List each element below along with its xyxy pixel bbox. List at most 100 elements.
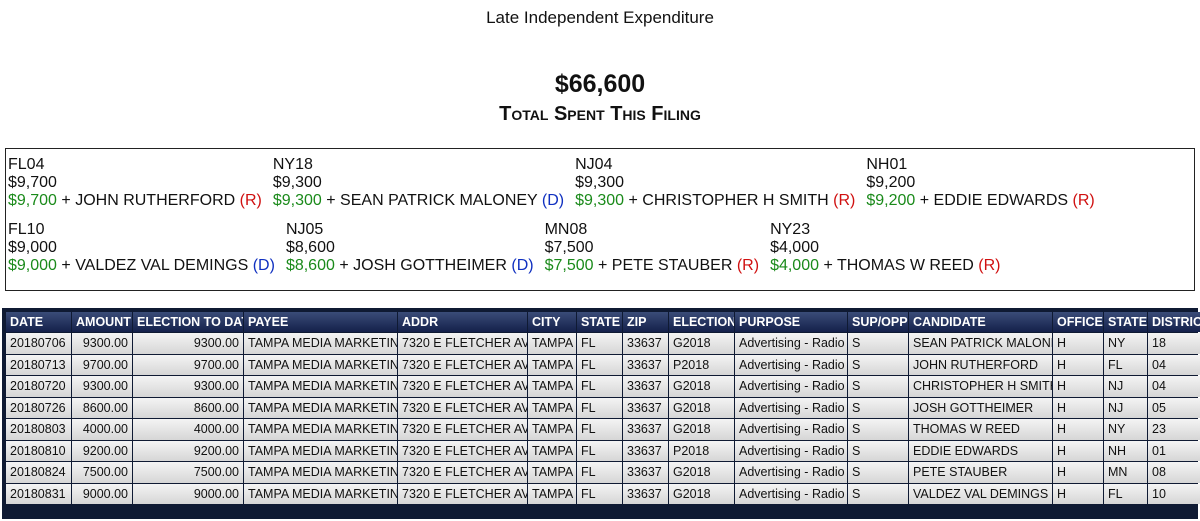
cell: TAMPA MEDIA MARKETING [244, 397, 397, 418]
cell: MN [1104, 462, 1147, 483]
cell: S [848, 483, 908, 504]
district: NJ05 [285, 221, 324, 238]
cell: 33637 [623, 440, 668, 461]
cell: S [848, 397, 908, 418]
cell: G2018 [669, 483, 734, 504]
plus: + [919, 192, 930, 209]
cell: H [1053, 354, 1103, 375]
cell: 20180810 [6, 440, 71, 461]
district-amount: $9,300 [575, 174, 625, 191]
district: NY18 [272, 156, 313, 173]
cell: TAMPA MEDIA MARKETING [244, 376, 397, 397]
column-header: STATE [1104, 312, 1147, 332]
line-amount: $4,000 [770, 257, 819, 274]
candidate-line: $8,600 + JOSH GOTTHEIMER (D) [286, 257, 534, 275]
district-card: NJ05 $8,600 $8,600 + JOSH GOTTHEIMER (D) [286, 220, 534, 275]
cell: NJ [1104, 397, 1147, 418]
cell: 9300.00 [133, 376, 243, 397]
candidate-line: $4,000 + THOMAS W REED (R) [770, 257, 1000, 275]
cell: TAMPA [528, 333, 576, 354]
line-amount: $9,300 [272, 192, 322, 209]
cell: G2018 [669, 376, 734, 397]
plus: + [628, 192, 638, 209]
district: MN08 [544, 221, 588, 238]
cell: S [848, 440, 908, 461]
plus: + [61, 257, 71, 274]
cell: NY [1104, 333, 1147, 354]
cell: H [1053, 483, 1103, 504]
cell: 7320 E FLETCHER AVE [398, 397, 527, 418]
district: NH01 [866, 156, 908, 173]
candidate-line: $9,000 + VALDEZ VAL DEMINGS (D) [8, 257, 275, 275]
district-card: FL10 $9,000 $9,000 + VALDEZ VAL DEMINGS (D… [8, 220, 275, 275]
cell: Advertising - Radio [735, 440, 847, 461]
plus: + [61, 192, 71, 209]
column-header: ELECTION TO DATE [133, 312, 243, 332]
line-amount: $7,500 [544, 257, 594, 274]
district-amount: $9,700 [8, 174, 57, 191]
cell: FL [577, 440, 622, 461]
cell: G2018 [669, 419, 734, 440]
total: $66,600 [554, 70, 646, 98]
cell: 33637 [623, 419, 668, 440]
table-row: 20180706 9300.00 9300.00 TAMPA MEDIA MARKET… [6, 333, 1200, 354]
candidate: CHRISTOPHER H SMITH [642, 192, 829, 209]
cards-panel: FL04 $9,700 $9,700 + JOHN RUTHERFORD (R) NY… [5, 148, 1195, 291]
cell: TAMPA MEDIA MARKETING [244, 333, 397, 354]
cell: Advertising - Radio [735, 376, 847, 397]
line-amount: $9,700 [8, 192, 57, 209]
party: (R) [978, 257, 1001, 274]
cell: H [1053, 419, 1103, 440]
column-header: OFFICE [1053, 312, 1103, 332]
cell: 33637 [623, 483, 668, 504]
cell: S [848, 419, 908, 440]
candidate-line: $9,200 + EDDIE EDWARDS (R) [866, 192, 1094, 210]
cell: 04 [1148, 354, 1200, 375]
cell: TAMPA [528, 440, 576, 461]
cell: 7320 E FLETCHER AVE [398, 333, 527, 354]
cell: 9700.00 [133, 354, 243, 375]
cell: 33637 [623, 354, 668, 375]
column-header: STATE [577, 312, 622, 332]
cell: TAMPA MEDIA MARKETING [244, 354, 397, 375]
cell: NY [1104, 419, 1147, 440]
plus: + [597, 257, 608, 274]
cell: G2018 [669, 397, 734, 418]
cell: 33637 [623, 333, 668, 354]
district: FL04 [8, 156, 45, 173]
party: (R) [833, 192, 856, 209]
column-header: PURPOSE [735, 312, 847, 332]
cell: 08 [1148, 462, 1200, 483]
line-amount: $9,000 [8, 257, 57, 274]
column-header: CITY [528, 312, 576, 332]
cell: 8600.00 [133, 397, 243, 418]
cell: TAMPA [528, 462, 576, 483]
table-row: 20180831 9000.00 9000.00 TAMPA MEDIA MARKET… [6, 483, 1200, 504]
cell: NH [1104, 440, 1147, 461]
cell: 9200.00 [72, 440, 132, 461]
table-row: 20180803 4000.00 4000.00 TAMPA MEDIA MARKET… [6, 419, 1200, 440]
candidate-line: $9,300 + CHRISTOPHER H SMITH (R) [575, 192, 855, 210]
cell: H [1053, 333, 1103, 354]
cell: PETE STAUBER [909, 462, 1052, 483]
table-row: 20180726 8600.00 8600.00 TAMPA MEDIA MARKET… [6, 397, 1200, 418]
cell: 9300.00 [72, 333, 132, 354]
plus: + [823, 257, 833, 274]
cell: S [848, 376, 908, 397]
cell: TAMPA MEDIA MARKETING [244, 419, 397, 440]
party: (R) [239, 192, 262, 209]
cell: 23 [1148, 419, 1200, 440]
table-row: 20180713 9700.00 9700.00 TAMPA MEDIA MARKET… [6, 354, 1200, 375]
cell: TAMPA [528, 483, 576, 504]
cell: 7500.00 [72, 462, 132, 483]
cell: 7320 E FLETCHER AVE [398, 462, 527, 483]
cell: 33637 [623, 376, 668, 397]
column-header: CANDIDATE [909, 312, 1052, 332]
district-amount: $9,000 [8, 239, 57, 256]
column-header: PAYEE [244, 312, 397, 332]
cell: 33637 [623, 462, 668, 483]
candidate: PETE STAUBER [611, 257, 733, 274]
cell: CHRISTOPHER H SMITH [909, 376, 1052, 397]
